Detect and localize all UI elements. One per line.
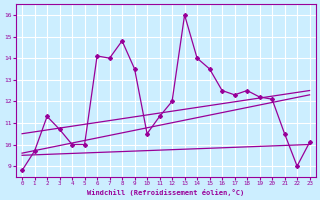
- X-axis label: Windchill (Refroidissement éolien,°C): Windchill (Refroidissement éolien,°C): [87, 189, 244, 196]
